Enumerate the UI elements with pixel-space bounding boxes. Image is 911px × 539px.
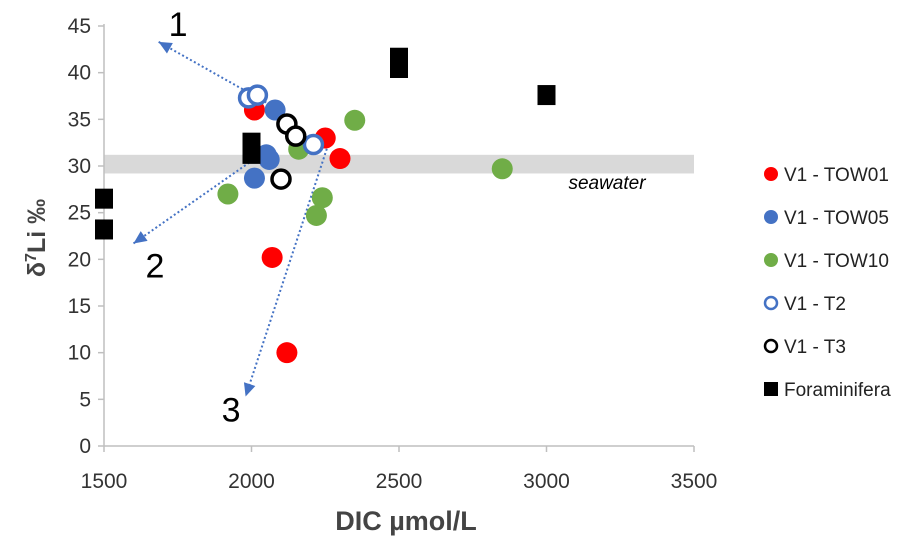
- y-tick-label: 40: [68, 62, 91, 85]
- y-tick-label: 45: [68, 15, 91, 38]
- y-axis-title-rest: Li ‰: [23, 199, 51, 253]
- arrow-label-1: 1: [169, 6, 188, 44]
- y-axis-title-superscript: 7: [23, 253, 40, 262]
- point-v1-t3: [285, 125, 307, 147]
- point-foraminifera: [95, 188, 113, 209]
- point-v1-t2: [246, 84, 269, 106]
- x-tick-label: 3000: [523, 470, 570, 493]
- point-foraminifera: [537, 85, 556, 106]
- point-v1-t2: [302, 133, 325, 156]
- legend-label-v1-tow10: V1 - TOW10: [784, 251, 889, 272]
- arrow-line-2: [132, 153, 261, 245]
- y-tick-label: 10: [68, 342, 91, 365]
- x-tick-label: 2500: [376, 470, 423, 493]
- arrow-head-1: [158, 41, 173, 54]
- y-tick-label: 25: [68, 202, 91, 225]
- point-v1-tow10: [305, 204, 327, 226]
- arrow-label-2: 2: [146, 247, 165, 285]
- point-v1-tow10: [344, 109, 366, 131]
- y-axis-title-delta: δ: [23, 262, 51, 277]
- x-tick-label: 3500: [671, 470, 718, 493]
- x-axis-title: DIC µmol/L: [335, 506, 477, 536]
- legend-label-v1-tow01: V1 - TOW01: [784, 165, 889, 186]
- point-v1-tow05: [264, 99, 286, 121]
- arrow-label-3: 3: [222, 392, 241, 430]
- point-foraminifera: [390, 58, 408, 78]
- y-tick-label: 20: [68, 248, 91, 271]
- y-tick-label: 35: [68, 108, 91, 131]
- legend-label-foraminifera: Foraminifera: [784, 380, 891, 401]
- legend-label-v1-t3: V1 - T3: [784, 337, 846, 358]
- y-axis-title: δ7Li ‰: [23, 199, 51, 277]
- legend-label-v1-t2: V1 - T2: [784, 294, 846, 315]
- point-v1-tow01: [276, 342, 298, 364]
- point-v1-tow05: [243, 167, 265, 189]
- point-v1-t3: [270, 168, 292, 190]
- point-v1-tow10: [491, 158, 513, 180]
- legend-label-v1-tow05: V1 - TOW05: [784, 208, 889, 229]
- y-tick-label: 0: [79, 435, 91, 458]
- arrow-line-3: [244, 144, 330, 397]
- y-tick-label: 5: [79, 388, 91, 411]
- y-tick-label: 30: [68, 155, 91, 178]
- legend-marker-foraminifera: [764, 382, 778, 396]
- arrow-head-3: [243, 382, 256, 397]
- seawater-label: seawater: [568, 173, 646, 194]
- x-tick-label: 2000: [228, 470, 275, 493]
- legend-marker-v1-tow10: [764, 253, 778, 267]
- legend-marker-v1-t2: [763, 295, 779, 311]
- point-v1-tow05: [255, 144, 277, 166]
- point-foraminifera: [242, 143, 261, 164]
- seawater-band: [104, 154, 694, 174]
- point-foraminifera: [95, 219, 113, 240]
- legend-marker-v1-t3: [763, 338, 779, 354]
- point-v1-tow10: [217, 183, 239, 205]
- x-tick-label: 1500: [81, 470, 128, 493]
- point-v1-tow01: [261, 246, 283, 268]
- point-v1-tow10: [311, 187, 333, 209]
- legend-marker-v1-tow01: [764, 167, 778, 181]
- y-tick-label: 15: [68, 295, 91, 318]
- point-v1-tow01: [329, 148, 351, 170]
- arrow-head-2: [133, 231, 148, 244]
- legend-marker-v1-tow05: [764, 210, 778, 224]
